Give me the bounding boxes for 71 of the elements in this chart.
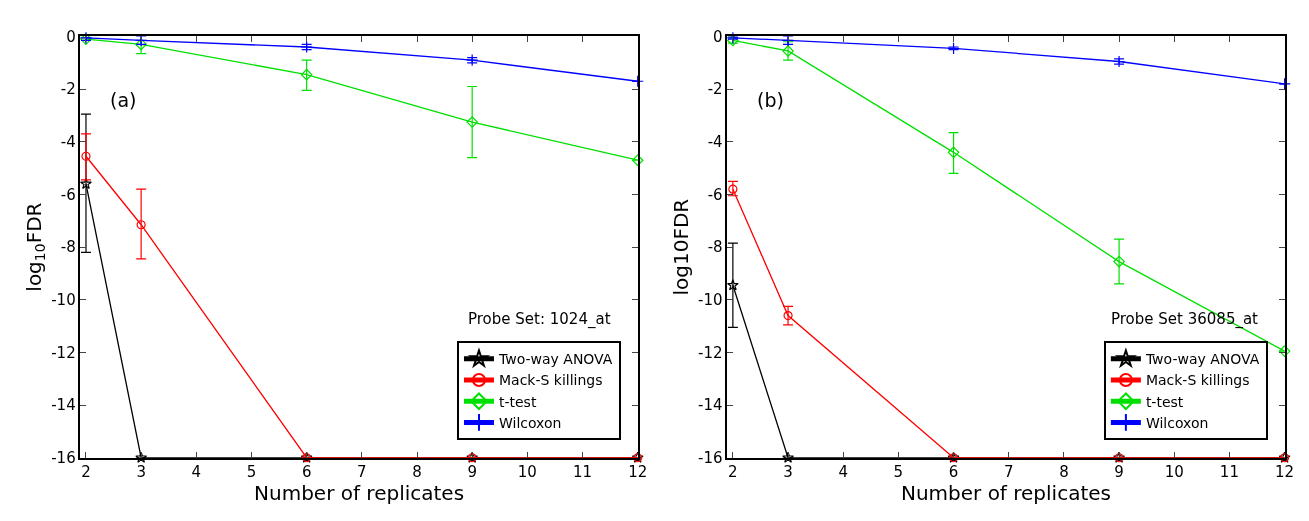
legend-label: t-test xyxy=(1145,393,1184,410)
point xyxy=(728,184,738,194)
x-tick-label: 4 xyxy=(191,463,202,482)
x-tick-label: 5 xyxy=(893,463,904,482)
legend-label: Wilcoxon xyxy=(498,414,562,431)
x-tick-label: 7 xyxy=(357,463,367,482)
point xyxy=(631,75,644,88)
legend-label: Two-way ANOVA xyxy=(497,351,613,368)
y-tick-label: -16 xyxy=(51,448,76,467)
x-tick-label: 12 xyxy=(628,463,648,482)
point xyxy=(947,146,960,159)
point xyxy=(1278,77,1291,91)
y-tick-label: -12 xyxy=(51,343,76,362)
y-tick-label: -14 xyxy=(698,396,723,415)
y-tick-label: -4 xyxy=(60,133,76,152)
point xyxy=(135,451,148,463)
y-tick-label: -8 xyxy=(60,238,76,257)
x-tick-label: 9 xyxy=(1114,463,1124,482)
x-tick-label: 9 xyxy=(467,463,477,482)
y-tick-label: -6 xyxy=(707,185,723,204)
y-tick-label: -14 xyxy=(51,396,76,415)
point xyxy=(81,151,91,161)
x-tick-label: 7 xyxy=(1003,463,1014,482)
x-tick-label: 12 xyxy=(1275,463,1295,482)
x-tick-label: 10 xyxy=(1164,463,1184,482)
x-tick-label: 11 xyxy=(1219,463,1239,482)
x-tick-label: 11 xyxy=(572,463,593,482)
point xyxy=(300,68,313,81)
y-tick-label: 0 xyxy=(66,27,76,46)
x-tick-label: 2 xyxy=(81,463,91,482)
x-tick-label: 6 xyxy=(948,463,959,482)
x-axis-title: Number of replicates xyxy=(254,481,465,506)
annotation: (b) xyxy=(757,89,784,111)
point xyxy=(1278,345,1291,357)
x-tick-label: 10 xyxy=(517,463,537,482)
x-tick-label: 5 xyxy=(246,463,257,482)
point xyxy=(135,38,147,51)
x-tick-label: 3 xyxy=(783,463,793,482)
x-axis-title: Number of replicates xyxy=(900,481,1112,506)
y-tick-label: -6 xyxy=(60,185,76,204)
legend-label: t-test xyxy=(498,393,537,410)
y-tick-label: -12 xyxy=(698,343,723,362)
x-tick-label: 8 xyxy=(1059,463,1069,482)
legend-label: Two-way ANOVA xyxy=(1144,351,1260,368)
y-tick-label: -16 xyxy=(698,448,723,467)
legend-label: Wilcoxon xyxy=(1145,414,1209,431)
x-tick-label: 4 xyxy=(838,463,848,482)
y-tick-label: -2 xyxy=(60,80,76,99)
y-tick-label: -2 xyxy=(707,80,723,99)
point xyxy=(1113,255,1125,268)
y-tick-label: 0 xyxy=(713,27,723,46)
annotation: Probe Set: 1024_at xyxy=(468,310,611,329)
y-axis-title: log10FDR xyxy=(669,198,694,296)
y-tick-label: -10 xyxy=(51,291,76,310)
y-tick-label: -4 xyxy=(707,133,723,152)
x-tick-label: 2 xyxy=(728,463,738,482)
point xyxy=(726,279,739,291)
legend-label: Mack-S killings xyxy=(498,372,603,389)
point xyxy=(466,116,478,128)
x-tick-label: 8 xyxy=(412,463,422,482)
point xyxy=(947,42,960,55)
point xyxy=(136,220,146,230)
y-tick-label: -10 xyxy=(698,291,723,310)
y-tick-label: -8 xyxy=(707,238,723,257)
point xyxy=(631,154,644,167)
x-tick-label: 3 xyxy=(136,463,146,482)
point xyxy=(783,310,793,321)
x-tick-label: 6 xyxy=(301,463,312,482)
legend-label: Mack-S killings xyxy=(1145,372,1250,389)
annotation: (a) xyxy=(110,89,137,111)
point xyxy=(782,45,794,57)
